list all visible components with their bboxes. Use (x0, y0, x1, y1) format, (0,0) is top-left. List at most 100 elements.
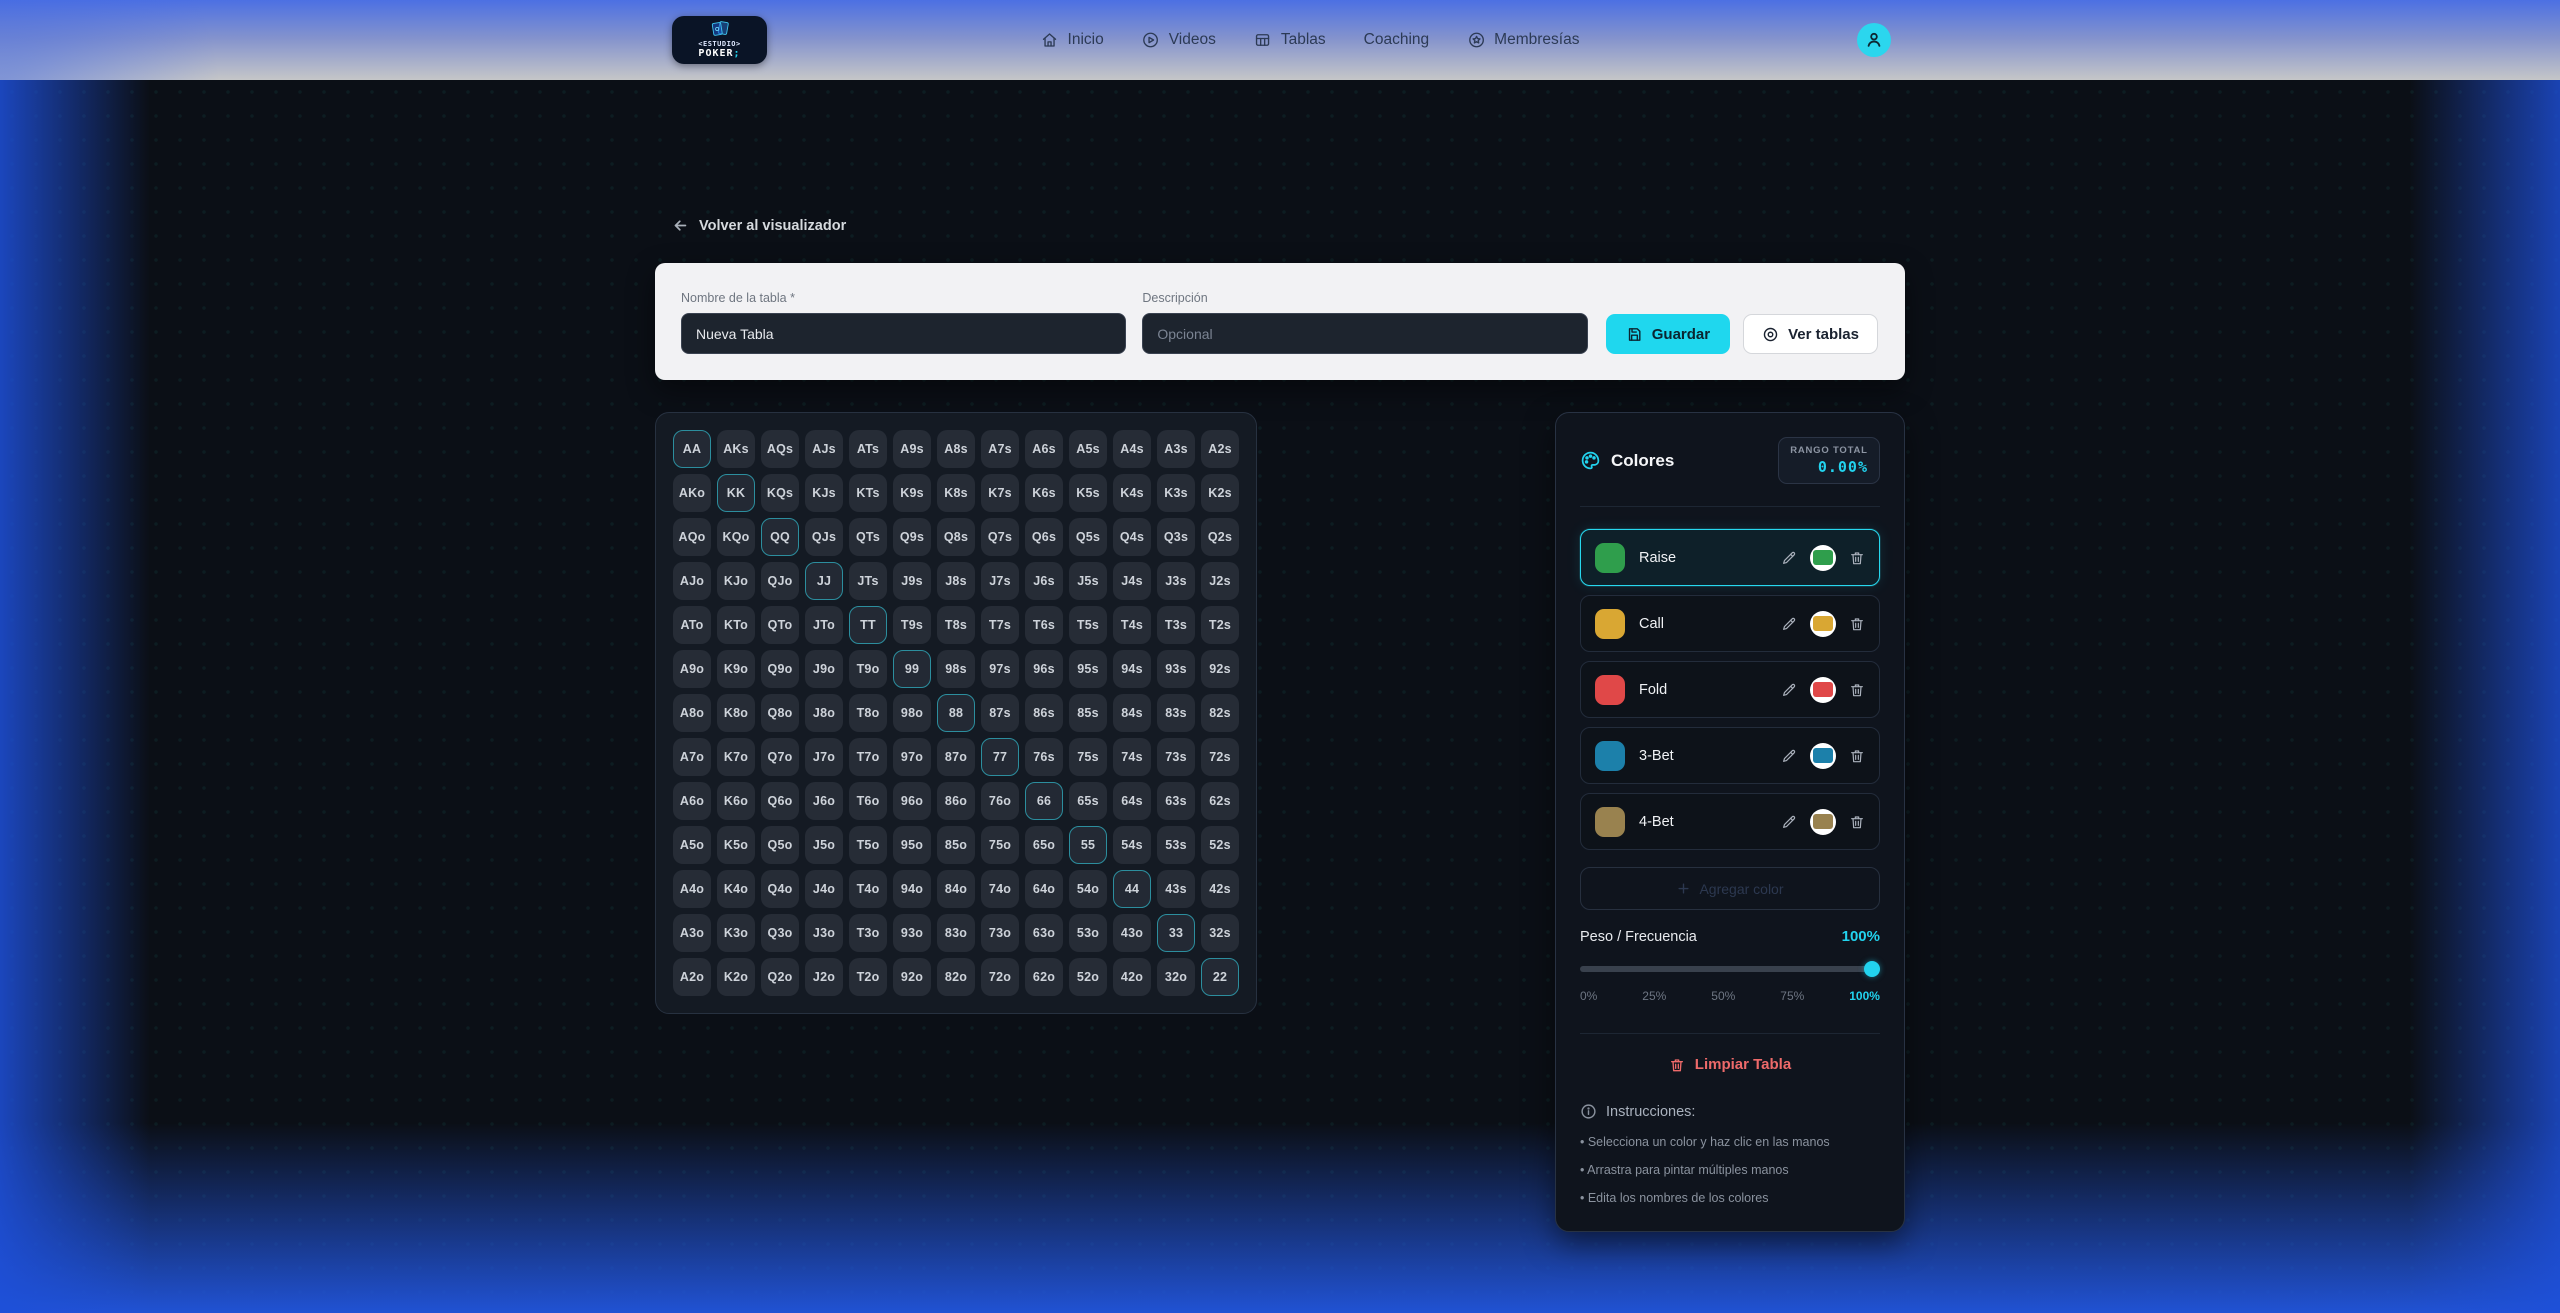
hand-cell-J6s[interactable]: J6s (1025, 562, 1063, 600)
hand-cell-98o[interactable]: 98o (893, 694, 931, 732)
hand-cell-86o[interactable]: 86o (937, 782, 975, 820)
edit-color-button[interactable] (1781, 616, 1797, 632)
hand-cell-74s[interactable]: 74s (1113, 738, 1151, 776)
hand-cell-K9s[interactable]: K9s (893, 474, 931, 512)
hand-cell-KQs[interactable]: KQs (761, 474, 799, 512)
hand-cell-76s[interactable]: 76s (1025, 738, 1063, 776)
hand-cell-K3s[interactable]: K3s (1157, 474, 1195, 512)
hand-cell-84s[interactable]: 84s (1113, 694, 1151, 732)
hand-cell-87s[interactable]: 87s (981, 694, 1019, 732)
hand-cell-K7s[interactable]: K7s (981, 474, 1019, 512)
hand-cell-K5o[interactable]: K5o (717, 826, 755, 864)
hand-cell-K4s[interactable]: K4s (1113, 474, 1151, 512)
hand-cell-KK[interactable]: KK (717, 474, 755, 512)
hand-cell-Q9s[interactable]: Q9s (893, 518, 931, 556)
hand-cell-K5s[interactable]: K5s (1069, 474, 1107, 512)
hand-cell-73o[interactable]: 73o (981, 914, 1019, 952)
hand-cell-K2s[interactable]: K2s (1201, 474, 1239, 512)
hand-cell-94o[interactable]: 94o (893, 870, 931, 908)
nav-item-videos[interactable]: Videos (1142, 31, 1216, 49)
slider-track[interactable] (1580, 966, 1880, 972)
view-tables-button[interactable]: Ver tablas (1743, 314, 1878, 354)
hand-cell-J3o[interactable]: J3o (805, 914, 843, 952)
hand-cell-A9s[interactable]: A9s (893, 430, 931, 468)
hand-cell-63o[interactable]: 63o (1025, 914, 1063, 952)
hand-cell-33[interactable]: 33 (1157, 914, 1195, 952)
hand-cell-T8o[interactable]: T8o (849, 694, 887, 732)
hand-cell-KQo[interactable]: KQo (717, 518, 755, 556)
hand-cell-Q3s[interactable]: Q3s (1157, 518, 1195, 556)
hand-cell-AKs[interactable]: AKs (717, 430, 755, 468)
hand-cell-64s[interactable]: 64s (1113, 782, 1151, 820)
edit-color-button[interactable] (1781, 814, 1797, 830)
app-logo[interactable]: <ESTUDIO> POKER; (672, 16, 767, 64)
hand-cell-65o[interactable]: 65o (1025, 826, 1063, 864)
hand-cell-K7o[interactable]: K7o (717, 738, 755, 776)
hand-cell-76o[interactable]: 76o (981, 782, 1019, 820)
hand-cell-T9o[interactable]: T9o (849, 650, 887, 688)
hand-cell-Q5s[interactable]: Q5s (1069, 518, 1107, 556)
clear-table-button[interactable]: Limpiar Tabla (1580, 1056, 1880, 1073)
hand-cell-52o[interactable]: 52o (1069, 958, 1107, 996)
hand-cell-KTo[interactable]: KTo (717, 606, 755, 644)
hand-cell-72o[interactable]: 72o (981, 958, 1019, 996)
hand-cell-75o[interactable]: 75o (981, 826, 1019, 864)
hand-cell-AQo[interactable]: AQo (673, 518, 711, 556)
hand-cell-ATs[interactable]: ATs (849, 430, 887, 468)
weight-slider[interactable] (1580, 961, 1880, 977)
hand-cell-Q6s[interactable]: Q6s (1025, 518, 1063, 556)
hand-cell-K6o[interactable]: K6o (717, 782, 755, 820)
hand-cell-K8o[interactable]: K8o (717, 694, 755, 732)
hand-cell-64o[interactable]: 64o (1025, 870, 1063, 908)
hand-cell-A6o[interactable]: A6o (673, 782, 711, 820)
color-row-fold[interactable]: Fold (1580, 661, 1880, 718)
hand-cell-AA[interactable]: AA (673, 430, 711, 468)
hand-cell-T3s[interactable]: T3s (1157, 606, 1195, 644)
hand-cell-J2o[interactable]: J2o (805, 958, 843, 996)
delete-color-button[interactable] (1849, 616, 1865, 632)
hand-cell-65s[interactable]: 65s (1069, 782, 1107, 820)
hand-cell-A4s[interactable]: A4s (1113, 430, 1151, 468)
hand-cell-J4s[interactable]: J4s (1113, 562, 1151, 600)
hand-cell-K8s[interactable]: K8s (937, 474, 975, 512)
hand-cell-Q9o[interactable]: Q9o (761, 650, 799, 688)
hand-cell-55[interactable]: 55 (1069, 826, 1107, 864)
edit-color-button[interactable] (1781, 682, 1797, 698)
hand-cell-J7o[interactable]: J7o (805, 738, 843, 776)
hand-cell-Q8o[interactable]: Q8o (761, 694, 799, 732)
hand-cell-87o[interactable]: 87o (937, 738, 975, 776)
hand-cell-T3o[interactable]: T3o (849, 914, 887, 952)
hand-cell-J2s[interactable]: J2s (1201, 562, 1239, 600)
delete-color-button[interactable] (1849, 748, 1865, 764)
hand-cell-J4o[interactable]: J4o (805, 870, 843, 908)
hand-cell-Q5o[interactable]: Q5o (761, 826, 799, 864)
hand-cell-54s[interactable]: 54s (1113, 826, 1151, 864)
hand-cell-A7o[interactable]: A7o (673, 738, 711, 776)
user-avatar[interactable] (1857, 23, 1891, 57)
delete-color-button[interactable] (1849, 550, 1865, 566)
hand-cell-99[interactable]: 99 (893, 650, 931, 688)
hand-cell-Q7s[interactable]: Q7s (981, 518, 1019, 556)
hand-cell-42o[interactable]: 42o (1113, 958, 1151, 996)
hand-cell-Q8s[interactable]: Q8s (937, 518, 975, 556)
back-link[interactable]: Volver al visualizador (672, 217, 846, 234)
color-row-call[interactable]: Call (1580, 595, 1880, 652)
hand-cell-73s[interactable]: 73s (1157, 738, 1195, 776)
hand-cell-Q4o[interactable]: Q4o (761, 870, 799, 908)
hand-cell-T7s[interactable]: T7s (981, 606, 1019, 644)
hand-cell-AQs[interactable]: AQs (761, 430, 799, 468)
hand-cell-KTs[interactable]: KTs (849, 474, 887, 512)
hand-cell-Q7o[interactable]: Q7o (761, 738, 799, 776)
hand-cell-93s[interactable]: 93s (1157, 650, 1195, 688)
hand-cell-QQ[interactable]: QQ (761, 518, 799, 556)
hand-cell-T5o[interactable]: T5o (849, 826, 887, 864)
hand-cell-JJ[interactable]: JJ (805, 562, 843, 600)
hand-cell-QJs[interactable]: QJs (805, 518, 843, 556)
hand-cell-85o[interactable]: 85o (937, 826, 975, 864)
hand-cell-98s[interactable]: 98s (937, 650, 975, 688)
hand-cell-63s[interactable]: 63s (1157, 782, 1195, 820)
hand-cell-A8o[interactable]: A8o (673, 694, 711, 732)
hand-cell-J8o[interactable]: J8o (805, 694, 843, 732)
hand-cell-J7s[interactable]: J7s (981, 562, 1019, 600)
hand-cell-K3o[interactable]: K3o (717, 914, 755, 952)
